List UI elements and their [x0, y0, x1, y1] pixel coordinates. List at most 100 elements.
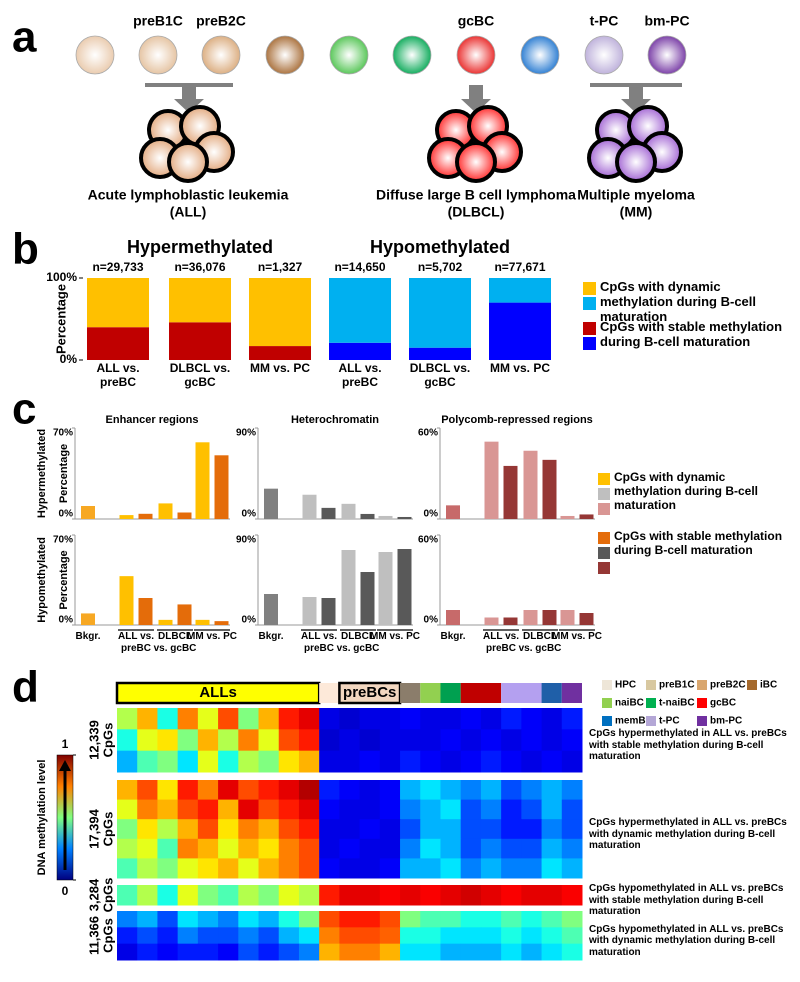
heatmap-cell [278, 729, 300, 752]
bar [523, 450, 538, 519]
heatmap-cell [521, 885, 543, 906]
heatmap-cell [359, 708, 381, 730]
heatmap-cell [561, 858, 583, 879]
heatmap-cell [359, 750, 381, 773]
heatmap-cell [480, 927, 502, 945]
bar [195, 619, 210, 625]
heatmap-cell [319, 858, 340, 879]
x-tick-label: DLBCL vs. gcBC [518, 631, 562, 654]
heatmap-cell [278, 708, 300, 730]
heatmap-cell [460, 943, 482, 961]
annotation-segment [460, 683, 502, 703]
annotation-segment [420, 683, 441, 703]
heatmap-cell [379, 780, 401, 801]
heatmap-cell [319, 885, 340, 906]
n-label: n=36,076 [174, 260, 225, 274]
bar [560, 610, 575, 625]
y-tick-label: 0% [59, 509, 74, 520]
heatmap-cell [501, 911, 522, 928]
heatmap-cell [501, 943, 522, 961]
heatmap-cell [400, 927, 421, 945]
heatmap-cell [561, 819, 583, 840]
block-count: 11,366 [86, 916, 101, 955]
heatmap-cell [541, 858, 563, 879]
heatmap-cell [339, 708, 361, 730]
panel-label: a [12, 13, 37, 62]
heatmap-cell [298, 858, 320, 879]
legend-label: preB1C [659, 680, 695, 691]
disease-name: Acute lymphoblastic leukemia [88, 187, 289, 203]
heatmap-cell [440, 911, 462, 928]
cell [520, 35, 560, 75]
heatmap-cell [379, 708, 401, 730]
heatmap-cell [541, 708, 563, 730]
heatmap-cell [420, 750, 441, 773]
heatmap-cell [117, 911, 138, 928]
legend-swatch [583, 282, 596, 295]
heatmap-cell [197, 750, 219, 773]
bar-segment [489, 278, 551, 303]
heatmap-cell [319, 708, 340, 730]
heatmap-cell [117, 750, 138, 773]
heatmap-cell [521, 750, 543, 773]
block-unit: CpGs [100, 812, 115, 847]
heatmap-cell [460, 780, 482, 801]
heatmap-cell [521, 927, 543, 945]
heatmap-cell [420, 729, 441, 752]
heatmap-cell [278, 885, 300, 906]
heatmap-cell [177, 943, 199, 961]
heatmap-cell [379, 819, 401, 840]
n-label: n=14,650 [334, 260, 385, 274]
heatmap-cell [117, 927, 138, 945]
cell [584, 35, 624, 75]
heatmap-cell [460, 885, 482, 906]
heatmap-cell [460, 911, 482, 928]
x-tick-label: ALL vs. preBC [301, 631, 337, 654]
heatmap-cell [420, 819, 441, 840]
legend-label: memBC [615, 716, 653, 727]
heatmap-cell [238, 780, 260, 801]
heatmap-cell [137, 780, 158, 801]
heatmap-cell [480, 838, 502, 859]
heatmap-cell [480, 750, 502, 773]
heatmap-cell [561, 708, 583, 730]
heatmap-cell [521, 838, 543, 859]
heatmap-cell [420, 708, 441, 730]
y-axis-label: Percentage [58, 550, 70, 609]
y-tick-label: 0% [424, 615, 439, 626]
bar-segment [169, 322, 231, 360]
panel-label: c [12, 385, 36, 434]
heatmap-cell [440, 729, 462, 752]
heatmap-cell [339, 838, 361, 859]
legend-swatch [697, 680, 707, 690]
heatmap-cell [137, 885, 158, 906]
x-tick-label: Bkgr. [440, 631, 466, 642]
cell-label: bm-PC [644, 13, 689, 29]
bar [484, 441, 499, 519]
legend-swatch [598, 473, 610, 485]
bar [264, 594, 278, 625]
bar [81, 506, 95, 519]
bar [214, 455, 229, 519]
x-tick-label: MM vs. PC [370, 631, 421, 642]
bar [264, 488, 278, 519]
y-tick-label: 70% [53, 428, 73, 439]
heatmap-cell [278, 799, 300, 820]
heatmap-cell [298, 708, 320, 730]
y-tick-label: 0% [60, 352, 78, 366]
n-label: n=29,733 [92, 260, 143, 274]
bar [378, 552, 393, 625]
heatmap-cell [117, 943, 138, 961]
heatmap-cell [258, 819, 280, 840]
heatmap-cell [541, 943, 563, 961]
heatmap-cell [197, 943, 219, 961]
y-axis-label: Percentage [58, 444, 70, 503]
heatmap-cell [541, 750, 563, 773]
heatmap-cell [440, 885, 462, 906]
panel-label: d [12, 663, 39, 712]
heatmap-cell [541, 838, 563, 859]
annotation-segment [400, 683, 421, 703]
heatmap-cell [541, 911, 563, 928]
legend-label: iBC [760, 680, 777, 691]
